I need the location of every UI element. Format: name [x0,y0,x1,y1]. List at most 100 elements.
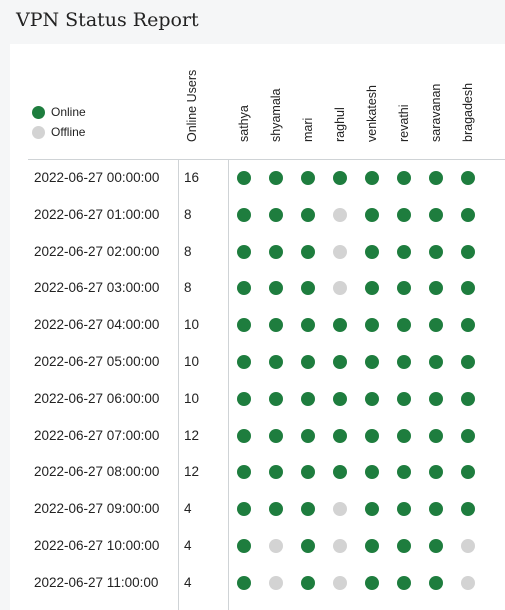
status-dot-offline [333,207,347,222]
status-dot-online [397,171,411,185]
status-dot-offline [461,575,475,590]
count-column-divider [228,159,229,610]
status-dot-online [301,575,315,590]
status-dot-offline [269,539,283,553]
status-dot-online [429,539,443,553]
legend-item-online: Online [32,102,86,122]
column-header-user-raghul-label: raghul [333,107,347,142]
status-dot-online [269,244,283,259]
status-dot-online [397,502,411,517]
row-timestamp: 2022-06-27 05:00:00 [34,354,160,369]
row-online-count: 8 [184,206,192,222]
status-dot-online [397,575,411,590]
status-dot-online [397,355,411,369]
status-dot-offline [333,575,347,590]
legend: Online Offline [32,102,86,142]
column-header-user-raghul: raghul [329,48,351,156]
status-dot-online [301,207,315,222]
column-header-user-mari: mari [297,48,319,156]
status-dot-online [365,281,379,296]
column-header-user-venkatesh: venkatesh [361,48,383,156]
status-dot-online [429,318,443,333]
status-dot-online [365,207,379,222]
header-divider [28,159,505,160]
status-table: Online Offline Online Users sathya shyamala… [10,44,505,610]
status-dot-online [397,207,411,222]
status-dot-online [365,355,379,369]
status-dot-online [333,465,347,480]
status-dot-online [461,281,475,296]
table-row: 2022-06-27 04:00:00 10 [10,307,505,344]
status-dot-online [429,428,443,443]
status-dot-online [301,318,315,333]
row-timestamp: 2022-06-27 01:00:00 [34,206,160,222]
status-dot-online [461,171,475,185]
status-dot-online [333,428,347,443]
status-dot-online [301,171,315,185]
time-column-divider [178,159,179,610]
status-dot-online [237,281,251,296]
status-dot-online [237,428,251,443]
status-dot-online [461,391,475,406]
row-timestamp: 2022-06-27 02:00:00 [34,243,160,259]
status-dot-online [461,428,475,443]
column-header-user-venkatesh-label: venkatesh [365,85,379,142]
table-row: 2022-06-27 08:00:00 12 [10,454,505,491]
status-dot-online [461,244,475,259]
status-dot-online [269,355,283,369]
column-header-online-users: Online Users [181,48,203,156]
row-online-count: 4 [184,574,192,590]
status-dot-online [301,465,315,480]
row-timestamp: 2022-06-27 07:00:00 [34,427,160,443]
status-dot-online [301,391,315,406]
legend-item-offline: Offline [32,122,86,142]
status-dot-online [301,428,315,443]
status-dot-online [365,171,379,185]
status-dot-online [429,465,443,480]
status-dot-offline [333,281,347,296]
status-dot-online [461,355,475,369]
column-header-user-saravanan-label: saravanan [429,83,443,142]
table-row: 2022-06-27 06:00:00 10 [10,381,505,418]
status-dot-online [237,502,251,517]
status-dot-online [365,391,379,406]
row-online-count: 4 [184,538,192,553]
table-row: 2022-06-27 09:00:00 4 [10,491,505,528]
status-dot-offline [333,539,347,553]
row-online-count: 8 [184,243,192,259]
row-online-count: 12 [184,464,200,480]
row-timestamp: 2022-06-27 06:00:00 [34,390,160,406]
status-dot-online [365,539,379,553]
status-dot-online [461,207,475,222]
column-header-user-sathya-label: sathya [237,105,251,142]
legend-dot-online [32,105,45,119]
status-dot-online [237,391,251,406]
column-header-user-bragadesh-label: bragadesh [461,82,475,142]
status-dot-online [269,428,283,443]
column-header-user-shyamala: shyamala [265,48,287,156]
row-online-count: 12 [184,427,200,443]
row-timestamp: 2022-06-27 10:00:00 [34,538,160,553]
status-dot-online [365,428,379,443]
status-dot-online [237,207,251,222]
status-dot-online [365,575,379,590]
column-header-user-shyamala-label: shyamala [269,88,283,143]
table-row: 2022-06-27 03:00:00 8 [10,270,505,307]
status-dot-online [397,428,411,443]
status-dot-online [365,318,379,333]
status-dot-online [397,244,411,259]
status-dot-online [397,318,411,333]
status-dot-online [461,318,475,333]
row-online-count: 10 [184,390,200,406]
column-header-user-bragadesh: bragadesh [457,48,479,156]
status-dot-online [429,355,443,369]
status-dot-online [429,281,443,296]
status-dot-online [237,318,251,333]
status-dot-online [269,391,283,406]
status-dot-online [301,355,315,369]
table-row: 2022-06-27 07:00:00 12 [10,418,505,455]
status-dot-offline [333,244,347,259]
column-header-user-revathi: revathi [393,48,415,156]
row-online-count: 16 [184,170,200,185]
status-dot-online [397,539,411,553]
